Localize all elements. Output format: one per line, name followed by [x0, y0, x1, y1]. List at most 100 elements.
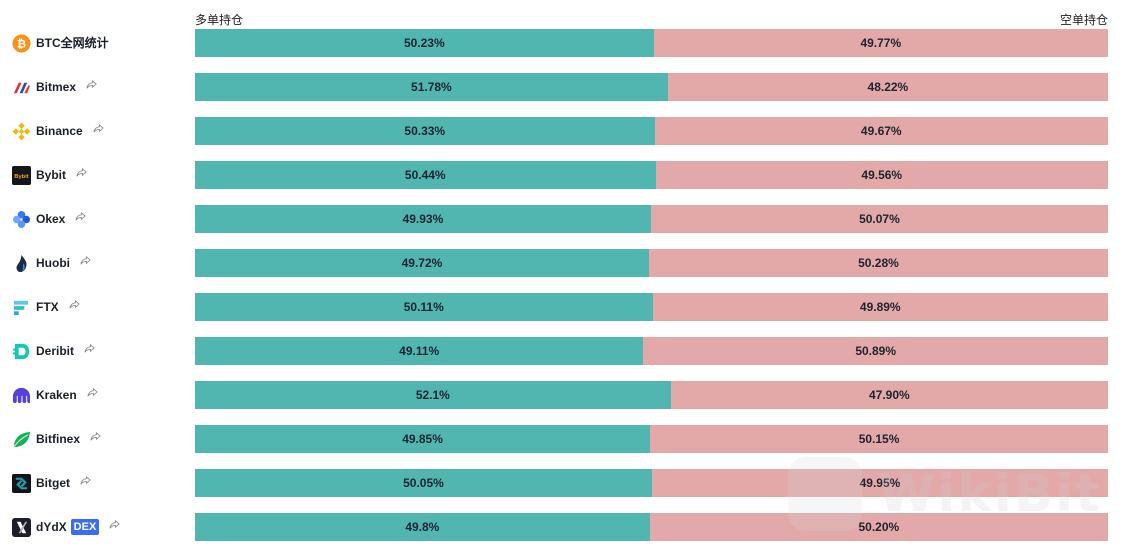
long-short-bar: 49.11% 50.89%: [195, 337, 1108, 365]
share-icon[interactable]: [75, 211, 87, 222]
exchange-row: Huobi 49.72% 50.28%: [0, 249, 1124, 277]
exchange-label[interactable]: Bitmex: [12, 73, 97, 101]
short-ratio-segment: 49.67%: [654, 117, 1108, 145]
exchange-label[interactable]: Binance: [12, 117, 104, 145]
long-short-bar: 49.8% 50.20%: [195, 513, 1108, 541]
long-ratio-segment: 49.72%: [195, 249, 649, 277]
exchange-row: Okex 49.93% 50.07%: [0, 205, 1124, 233]
exchange-label[interactable]: FTX: [12, 293, 80, 321]
long-short-bar: 49.72% 50.28%: [195, 249, 1108, 277]
long-short-bar: 50.44% 49.56%: [195, 161, 1108, 189]
huobi-icon: [12, 254, 31, 273]
exchange-row: Kraken 52.1% 47.90%: [0, 381, 1124, 409]
exchange-name[interactable]: Huobi: [36, 256, 70, 270]
bitfinex-icon: [12, 430, 31, 449]
exchange-row: dYdX DEX 49.8% 50.20%: [0, 513, 1124, 541]
short-ratio-segment: 49.95%: [651, 469, 1108, 497]
exchange-row: Bybit Bybit 50.44% 49.56%: [0, 161, 1124, 189]
short-ratio-segment: 48.22%: [667, 73, 1108, 101]
short-ratio-segment: 50.89%: [643, 337, 1108, 365]
long-ratio-segment: 50.44%: [195, 161, 656, 189]
share-icon[interactable]: [87, 387, 98, 398]
dydx-icon: [12, 517, 31, 537]
long-ratio-segment: 49.93%: [195, 205, 651, 233]
long-short-bar: 50.33% 49.67%: [195, 117, 1108, 145]
long-ratio-segment: 49.85%: [195, 425, 651, 453]
share-icon[interactable]: [84, 343, 95, 354]
long-ratio-segment: 50.33%: [195, 117, 655, 145]
long-short-bar: 49.85% 50.15%: [195, 425, 1108, 453]
long-ratio-segment: 50.05%: [195, 469, 652, 497]
exchange-name[interactable]: Okex: [36, 212, 66, 226]
exchange-label[interactable]: Bitget: [12, 469, 91, 497]
exchange-name[interactable]: Bitmex: [36, 80, 77, 94]
short-ratio-segment: 49.77%: [653, 29, 1108, 57]
long-ratio-segment: 50.11%: [195, 293, 653, 321]
bitget-icon: [12, 473, 31, 493]
exchange-row: Deribit 49.11% 50.89%: [0, 337, 1124, 365]
long-short-bar: 52.1% 47.90%: [195, 381, 1108, 409]
exchange-row: Bitfinex 49.85% 50.15%: [0, 425, 1124, 453]
exchange-label[interactable]: dYdX DEX: [12, 513, 121, 541]
exchange-name[interactable]: FTX: [36, 300, 59, 314]
long-positions-header: 多单持仓: [195, 13, 244, 27]
long-short-bar: 49.93% 50.07%: [195, 205, 1108, 233]
exchange-row: Bitmex 51.78% 48.22%: [0, 73, 1124, 101]
long-short-bar: 50.05% 49.95%: [195, 469, 1108, 497]
exchange-row: ₿ BTC全网统计 50.23% 49.77%: [0, 29, 1124, 57]
svg-text:Bybit: Bybit: [14, 173, 28, 179]
long-ratio-segment: 49.11%: [195, 337, 644, 365]
long-ratio-segment: 52.1%: [195, 381, 671, 409]
bitmex-icon: [12, 78, 31, 97]
bitcoin-icon: ₿: [12, 33, 31, 53]
exchange-name[interactable]: Deribit: [36, 344, 75, 358]
binance-icon: [12, 122, 31, 141]
exchange-name[interactable]: Kraken: [36, 388, 77, 402]
short-ratio-segment: 47.90%: [670, 381, 1108, 409]
share-icon[interactable]: [90, 431, 101, 442]
exchange-label[interactable]: Deribit: [12, 337, 95, 365]
long-short-bar: 50.23% 49.77%: [195, 29, 1108, 57]
short-ratio-segment: 49.56%: [655, 161, 1108, 189]
exchange-name[interactable]: dYdX: [36, 520, 67, 534]
exchange-label[interactable]: ₿ BTC全网统计: [12, 29, 109, 57]
bybit-icon: Bybit: [12, 165, 31, 185]
okex-icon: [12, 210, 31, 229]
long-short-bar: 50.11% 49.89%: [195, 293, 1108, 321]
ftx-icon: [12, 298, 31, 317]
share-icon[interactable]: [76, 167, 87, 178]
exchange-name[interactable]: BTC全网统计: [36, 36, 109, 50]
exchange-row: Bitget 50.05% 49.95%: [0, 469, 1124, 497]
short-positions-header: 空单持仓: [1059, 13, 1108, 27]
long-ratio-segment: 50.23%: [195, 29, 654, 57]
long-short-bar: 51.78% 48.22%: [195, 73, 1108, 101]
exchange-label[interactable]: Huobi: [12, 249, 91, 277]
short-ratio-segment: 50.20%: [649, 513, 1108, 541]
exchange-label[interactable]: Bybit Bybit: [12, 161, 87, 189]
exchange-name[interactable]: Binance: [36, 124, 83, 138]
kraken-icon: [12, 386, 31, 405]
share-icon[interactable]: [109, 519, 121, 530]
deribit-icon: [12, 342, 31, 361]
short-ratio-segment: 50.15%: [650, 425, 1108, 453]
share-icon[interactable]: [80, 255, 91, 266]
exchange-label[interactable]: Okex: [12, 205, 87, 233]
share-icon[interactable]: [93, 123, 104, 134]
svg-text:₿: ₿: [17, 38, 26, 50]
short-ratio-segment: 50.07%: [650, 205, 1108, 233]
exchange-label[interactable]: Bitfinex: [12, 425, 101, 453]
share-icon[interactable]: [86, 79, 97, 90]
exchange-row: Binance 50.33% 49.67%: [0, 117, 1124, 145]
exchange-row: FTX 50.11% 49.89%: [0, 293, 1124, 321]
long-ratio-segment: 51.78%: [195, 73, 668, 101]
exchange-name[interactable]: Bybit: [36, 168, 66, 182]
short-ratio-segment: 49.89%: [652, 293, 1108, 321]
exchange-name[interactable]: Bitfinex: [36, 432, 81, 446]
exchange-name[interactable]: Bitget: [36, 476, 70, 490]
exchange-label[interactable]: Kraken: [12, 381, 98, 409]
dex-badge: DEX: [70, 519, 100, 535]
short-ratio-segment: 50.28%: [648, 249, 1108, 277]
share-icon[interactable]: [69, 299, 80, 310]
share-icon[interactable]: [80, 475, 91, 486]
